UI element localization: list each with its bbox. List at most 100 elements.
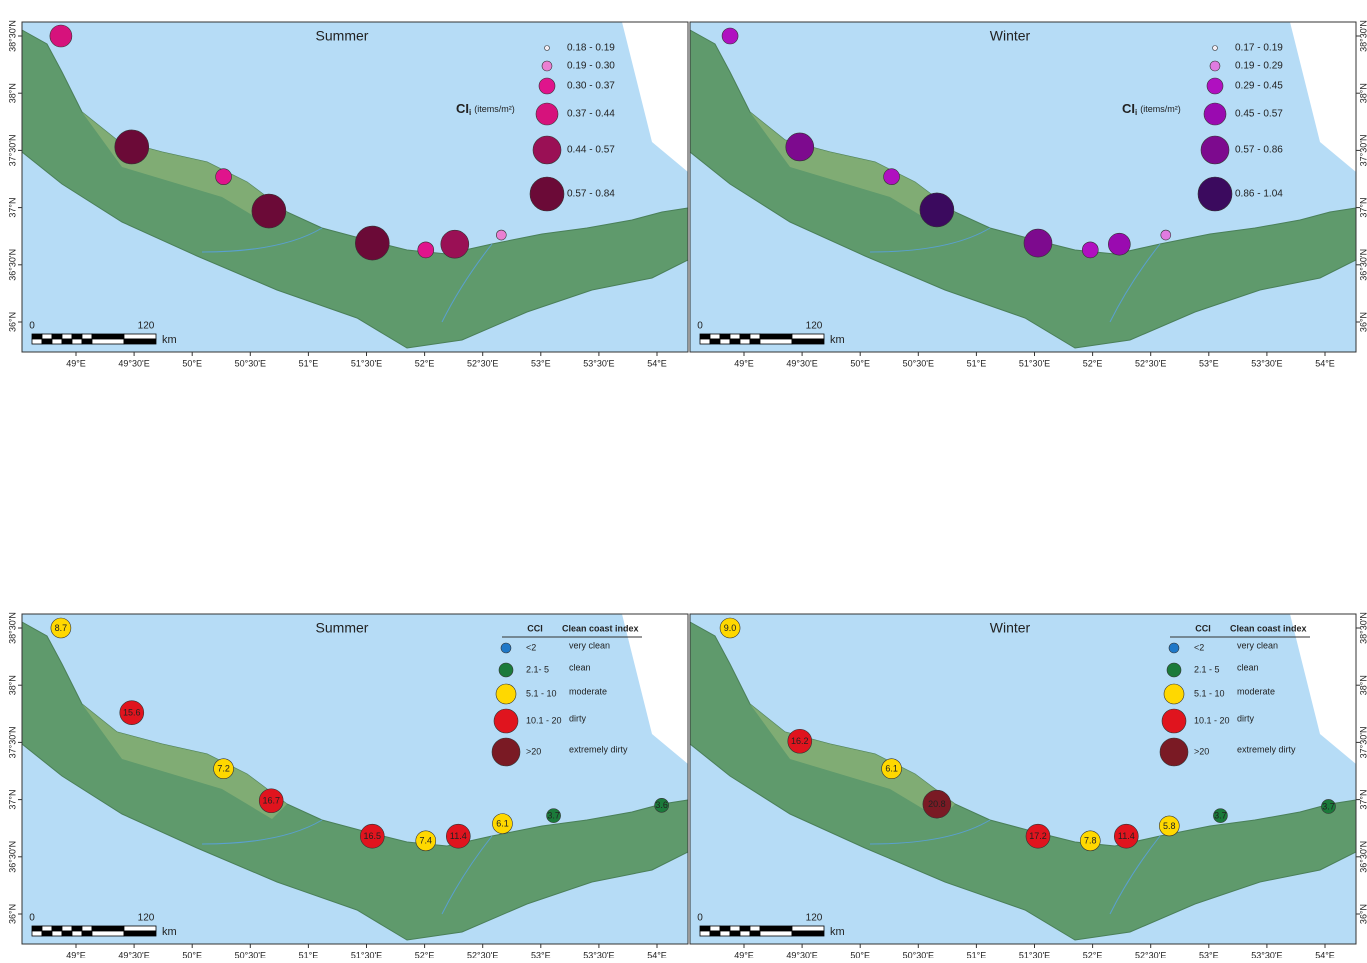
x-tick-label: 50°30'E [903,358,934,368]
scale-seg [710,339,720,344]
scale-end: 120 [806,321,823,332]
scale-seg [62,931,72,936]
legend-range: <2 [526,642,536,652]
legend-symbol [1164,684,1184,704]
site [722,28,738,44]
y-tick-label: 36°30'N [7,841,17,873]
scale-seg [52,926,62,931]
x-tick-label: 50°E [182,950,202,958]
legend-symbol [539,78,555,94]
legend-unit: (items/m²) [1140,104,1181,114]
scale-seg [700,334,710,339]
legend-range: >20 [1194,746,1209,756]
legend-symbol [1201,136,1229,164]
legend-label: 0.37 - 0.44 [567,109,615,120]
scale-seg [72,926,82,931]
legend-symbol [542,61,552,71]
legend-symbol [492,738,520,766]
x-tick-label: 54°E [647,950,667,958]
site-value: 16.2 [791,736,809,746]
scale-seg [750,931,760,936]
scale-seg [710,334,720,339]
x-tick-label: 52°30'E [467,358,498,368]
site [884,169,900,185]
scale-seg [700,926,710,931]
site-value: 11.4 [450,831,467,841]
y-tick-label: 37°N [7,198,17,218]
legend-symbol [1207,78,1223,94]
scale-seg [52,339,62,344]
legend-label: very clean [1237,640,1278,650]
legend-symbol [1162,709,1186,733]
y-tick-label: 36°30'N [1358,249,1367,281]
legend-symbol [533,136,561,164]
scale-start: 0 [697,913,703,924]
site-value: 3.7 [1322,801,1335,811]
site [786,133,814,161]
scale-seg [720,926,730,931]
scale-seg [92,931,124,936]
legend-label: 0.19 - 0.29 [1235,61,1283,72]
legend-symbol [1167,663,1181,677]
y-tick-label: 38°30'N [7,612,17,644]
y-tick-label: 38°N [7,83,17,103]
scale-seg [62,926,72,931]
legend-symbol [501,643,511,653]
legend-label: 0.57 - 0.86 [1235,145,1283,156]
scale-seg [72,334,82,339]
legend-symbol [499,663,513,677]
legend-label: 0.19 - 0.30 [567,61,615,72]
scale-seg [82,931,92,936]
scale-end: 120 [138,321,155,332]
legend-range: 2.1- 5 [526,664,549,674]
legend-title-main: CI [1122,101,1135,116]
x-tick-label: 51°30'E [351,358,382,368]
scale-seg [700,931,710,936]
legend-title-main: CI [456,101,469,116]
y-tick-label: 37°30'N [7,726,17,758]
legend-range: >20 [526,746,541,756]
scale-seg [42,926,52,931]
scale-seg [710,926,720,931]
y-tick-label: 37°30'N [7,134,17,166]
x-tick-label: 51°E [299,950,319,958]
legend-symbol [530,177,564,211]
scale-seg [32,334,42,339]
scale-unit: km [162,926,177,938]
scale-seg [82,334,92,339]
legend-symbol [1213,46,1218,51]
site [1082,242,1098,258]
scale-seg [62,334,72,339]
y-tick-label: 36°30'N [7,249,17,281]
site-value: 20.8 [928,799,946,809]
site [50,25,72,47]
x-tick-label: 52°30'E [1135,950,1166,958]
y-tick-label: 38°N [1358,83,1367,103]
x-tick-label: 53°30'E [583,358,614,368]
legend-label: clean [569,662,591,672]
scale-start: 0 [29,321,35,332]
scale-seg [730,926,740,931]
x-tick-label: 52°E [415,358,435,368]
scale-seg [760,931,792,936]
site-value: 7.2 [217,764,230,774]
y-tick-label: 37°30'N [1358,726,1367,758]
site [115,130,149,164]
scale-seg [42,931,52,936]
legend-symbol [536,103,558,125]
x-tick-label: 50°E [850,950,870,958]
x-tick-label: 54°E [1315,950,1335,958]
legend-symbol [1204,103,1226,125]
x-tick-label: 51°E [967,358,987,368]
scale-seg [760,339,792,344]
site [1024,229,1052,257]
x-tick-label: 53°30'E [1251,950,1282,958]
legend-label: 0.44 - 0.57 [567,145,615,156]
site-value: 16.5 [364,831,382,841]
y-tick-label: 37°N [1358,198,1367,218]
x-tick-label: 53°30'E [1251,358,1282,368]
legend-label: dirty [569,713,587,723]
site-value: 11.4 [1118,831,1135,841]
scale-unit: km [830,334,845,346]
panel-title: Winter [990,620,1031,636]
